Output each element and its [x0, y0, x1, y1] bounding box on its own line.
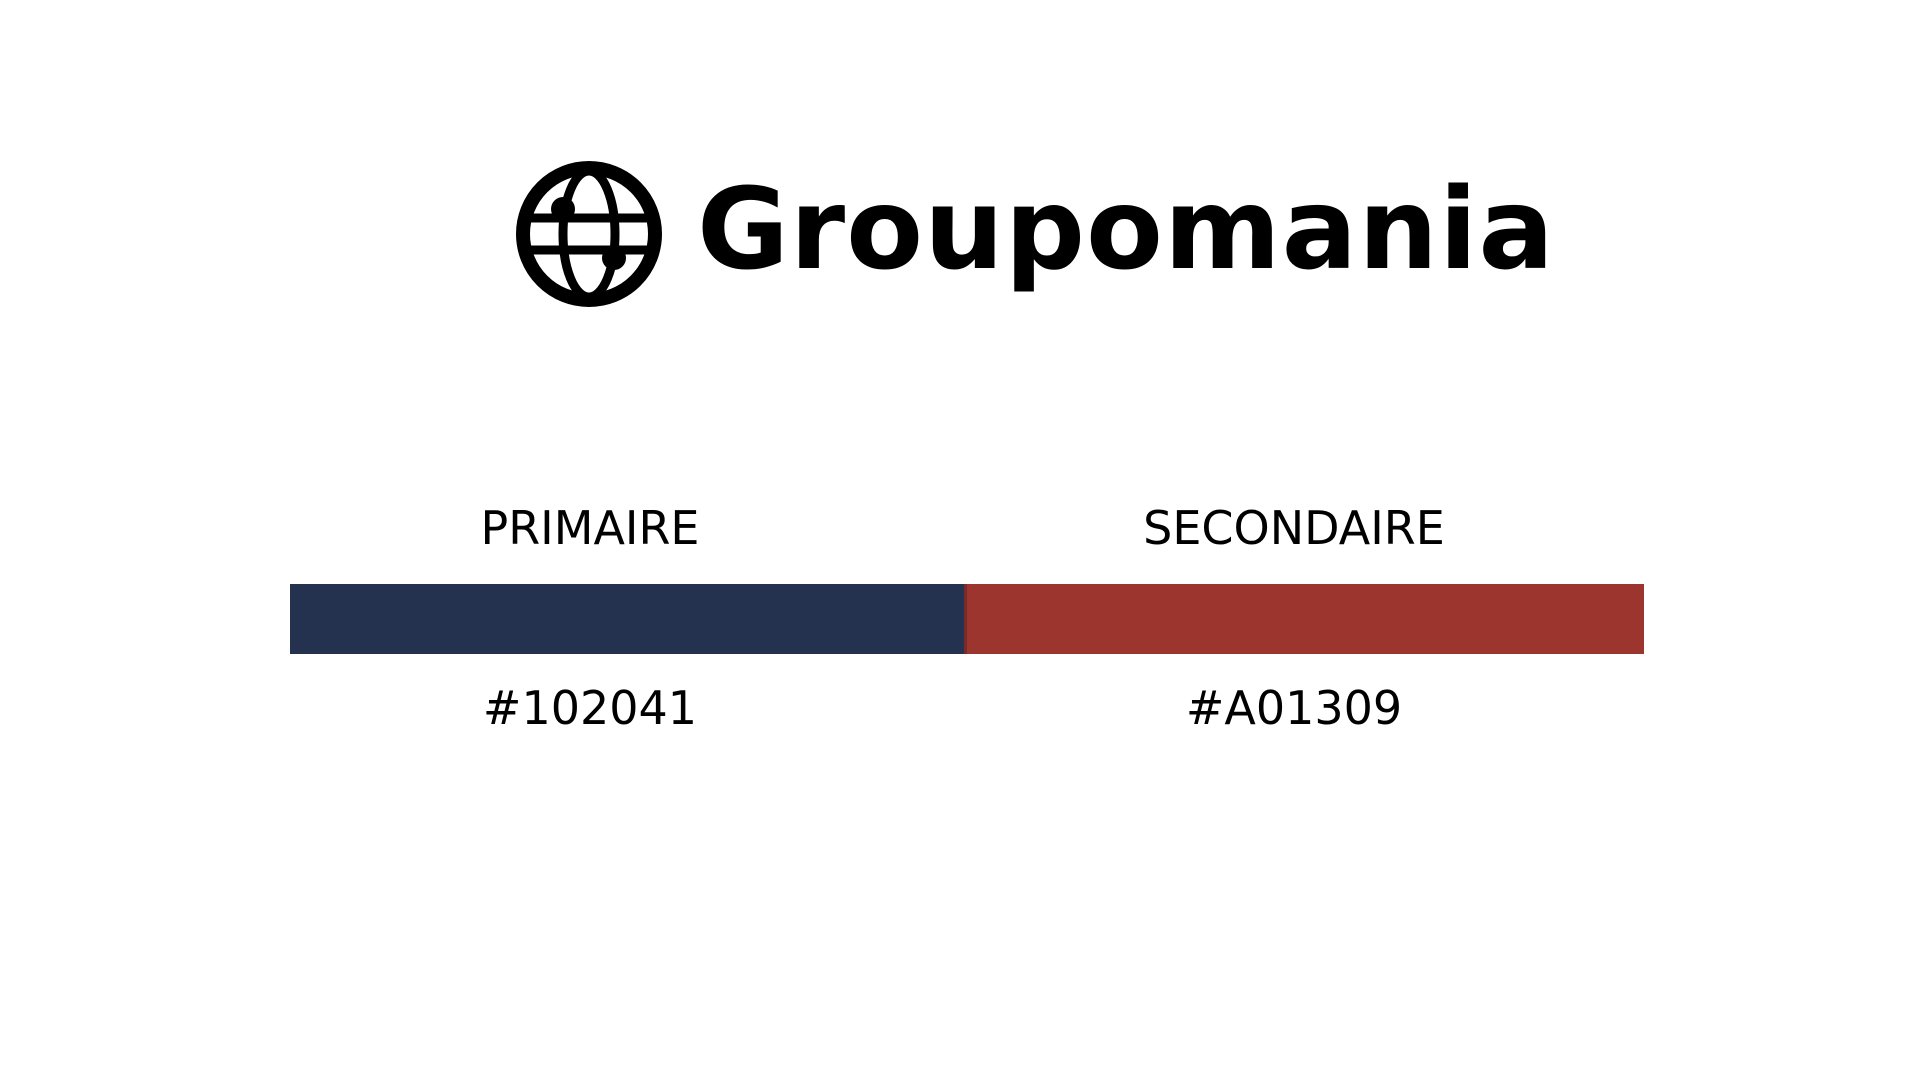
color-bar — [290, 584, 1644, 654]
secondary-color-label: SECONDAIRE — [1143, 501, 1445, 555]
primary-color-swatch — [290, 584, 967, 654]
primary-color-code: #102041 — [482, 681, 698, 735]
brand-name: Groupomania — [697, 165, 1555, 295]
globe-icon — [516, 161, 662, 307]
color-palette: PRIMAIRE SECONDAIRE #102041 #A01309 — [290, 505, 1644, 731]
secondary-color-code: #A01309 — [1185, 681, 1403, 735]
primary-color-label: PRIMAIRE — [480, 501, 700, 555]
brand-logo: Groupomania — [515, 160, 1555, 308]
secondary-color-swatch — [967, 584, 1644, 654]
